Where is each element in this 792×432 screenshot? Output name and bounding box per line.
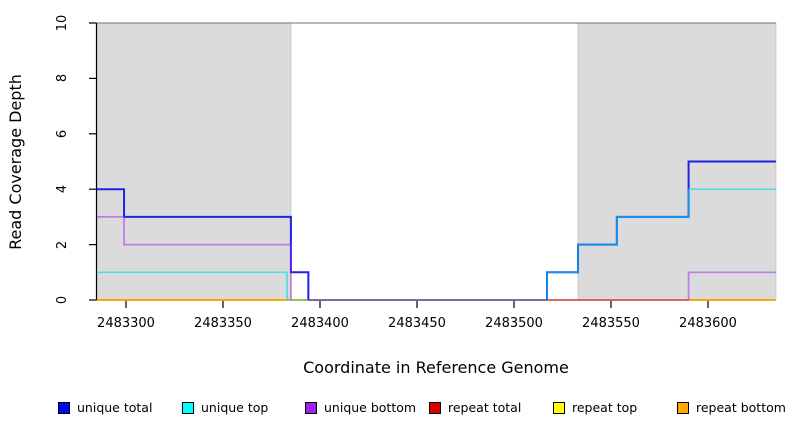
x-tick-label: 2483450 — [388, 316, 446, 331]
legend-item-repeat-top: repeat top — [553, 397, 637, 419]
legend-label: repeat top — [572, 400, 638, 415]
legend-item-repeat-bottom: repeat bottom — [677, 397, 786, 419]
y-tick-label: 4 — [55, 185, 70, 194]
series-line-unique-bottom — [96, 216, 776, 300]
legend-label: repeat total — [448, 400, 522, 415]
legend-swatch-repeat-bottom — [677, 402, 689, 414]
y-tick-label: 2 — [55, 240, 70, 249]
x-tick-label: 2483600 — [679, 316, 737, 331]
legend-swatch-repeat-top — [553, 402, 565, 414]
legend-item-unique-total: unique total — [58, 397, 152, 419]
legend-label: unique total — [77, 400, 153, 415]
x-tick-label: 2483500 — [485, 316, 543, 331]
legend-swatch-unique-total — [58, 402, 70, 414]
legend-swatch-unique-bottom — [305, 402, 317, 414]
shaded-region — [96, 22, 292, 301]
y-tick-label: 6 — [55, 129, 70, 138]
legend-item-repeat-total: repeat total — [429, 397, 521, 419]
x-tick-label: 2483550 — [582, 316, 640, 331]
legend-label: repeat bottom — [696, 400, 786, 415]
legend-item-unique-bottom: unique bottom — [305, 397, 416, 419]
x-axis-title: Coordinate in Reference Genome — [303, 358, 569, 377]
y-tick-label: 10 — [55, 14, 70, 32]
series-line-unique-top — [96, 188, 776, 300]
x-tick-label: 2483350 — [194, 316, 252, 331]
legend-swatch-unique-top — [182, 402, 194, 414]
legend-swatch-repeat-total — [429, 402, 441, 414]
legend-label: unique bottom — [324, 400, 417, 415]
legend: unique total unique top unique bottom re… — [0, 397, 792, 421]
legend-label: unique top — [201, 400, 269, 415]
x-tick-label: 2483300 — [97, 316, 155, 331]
y-tick-label: 8 — [55, 74, 70, 83]
y-tick-label: 0 — [55, 295, 70, 305]
legend-item-unique-top: unique top — [182, 397, 268, 419]
x-tick-label: 2483400 — [291, 316, 349, 331]
y-axis-title: Read Coverage Depth — [6, 74, 25, 250]
